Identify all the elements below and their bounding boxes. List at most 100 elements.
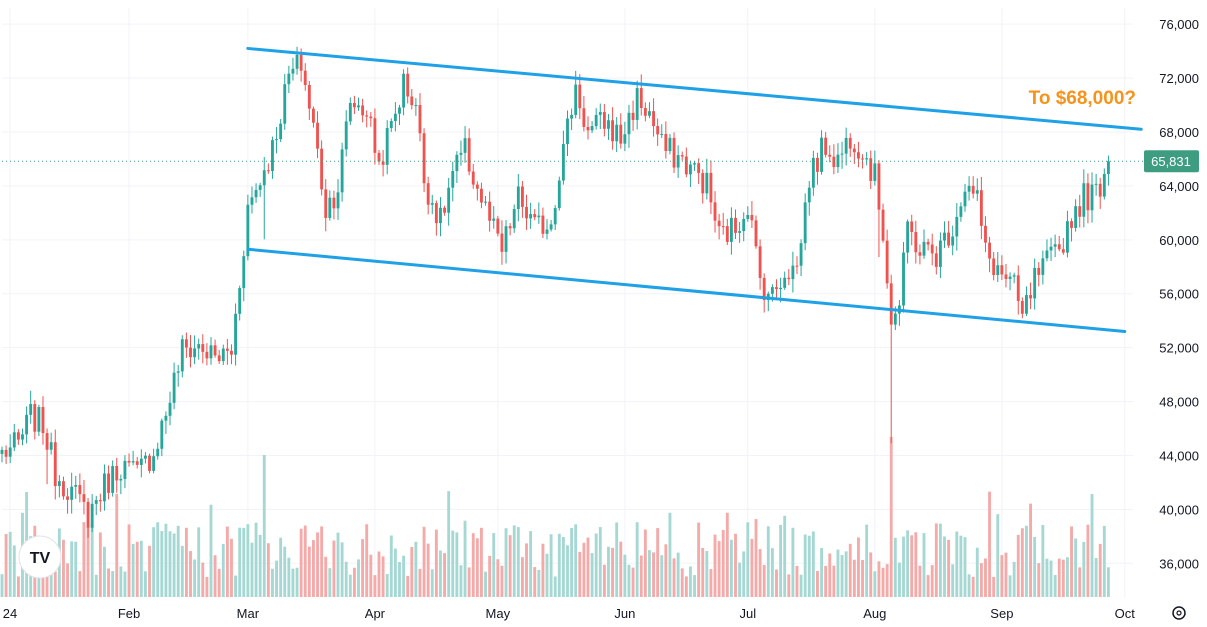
volume-bar — [377, 551, 381, 597]
candle-body — [672, 137, 676, 168]
candle-body — [938, 240, 942, 267]
candle-body — [697, 163, 701, 174]
candle-body — [734, 217, 737, 233]
volume-bar — [324, 556, 328, 597]
volume-bar — [1102, 525, 1106, 597]
volume-bar — [570, 528, 574, 597]
volume-bar — [131, 543, 135, 597]
volume-bar — [684, 576, 688, 597]
candle-body — [922, 241, 926, 256]
volume-bar — [1049, 560, 1053, 597]
candle-body — [1029, 295, 1032, 299]
volume-bar — [693, 575, 696, 597]
gear-icon[interactable] — [1172, 606, 1186, 620]
tradingview-logo-icon[interactable]: TV — [18, 535, 62, 579]
candle-body — [1004, 274, 1008, 279]
candle-body — [139, 458, 143, 465]
volume-bar — [652, 552, 655, 597]
candle-body — [365, 115, 369, 117]
candle-body — [549, 224, 553, 230]
candle-body — [639, 88, 643, 108]
candle-body — [328, 197, 332, 218]
volume-bar — [320, 526, 324, 597]
candle-body — [234, 313, 238, 355]
volume-bar — [0, 574, 4, 597]
candle-body — [844, 137, 848, 154]
volume-bar — [234, 575, 238, 597]
y-axis[interactable]: 76,000 72,000 68,000 64,000 60,000 56,000 52,0… — [1159, 17, 1199, 571]
candle-body — [664, 134, 668, 152]
volume-bar — [1025, 525, 1028, 597]
candle-body — [98, 500, 102, 502]
candle-body — [160, 420, 164, 449]
candle-body — [459, 152, 463, 155]
channel-lines[interactable] — [246, 46, 1143, 333]
volume-bar — [734, 533, 737, 597]
volume-bar — [885, 564, 889, 597]
candle-body — [143, 455, 147, 459]
y-tick-label: 60,000 — [1159, 233, 1199, 248]
volume-bar — [881, 567, 885, 597]
volume-bar — [16, 576, 20, 597]
candle-body — [992, 258, 996, 276]
volume-bar — [467, 567, 471, 597]
candle-body — [996, 265, 1000, 276]
x-axis[interactable]: 24 Feb Mar Apr May Jun Jul Aug Sep Oct — [3, 606, 1136, 621]
candle-body — [824, 137, 828, 155]
candle-body — [480, 188, 483, 203]
candle-body — [16, 432, 20, 440]
candle-body — [221, 348, 225, 362]
channel-upper-line[interactable] — [246, 46, 1143, 131]
candle-body — [861, 158, 864, 160]
volume-bar — [635, 522, 639, 597]
candle-body — [623, 134, 627, 144]
volume-bar — [344, 561, 348, 597]
candle-body — [1012, 275, 1016, 277]
channel-lower-line[interactable] — [246, 247, 1127, 333]
volume-bar — [352, 567, 356, 597]
volume-bar — [902, 536, 905, 597]
candle-body — [1078, 206, 1082, 217]
candle-body — [619, 124, 623, 144]
candle-body — [746, 215, 750, 219]
volume-bar — [197, 527, 201, 597]
volume-bar — [1020, 528, 1024, 597]
volume-bar — [832, 565, 836, 597]
volume-bar — [451, 530, 455, 597]
volume-bar — [668, 512, 672, 597]
volume-bar — [803, 534, 807, 597]
candle-body — [291, 68, 295, 74]
candle-body — [701, 173, 705, 194]
candle-body — [947, 232, 951, 246]
candle-body — [131, 461, 135, 463]
volume-bar — [365, 524, 369, 597]
volume-bar — [430, 569, 434, 597]
candle-body — [66, 496, 69, 500]
volume-bar — [627, 564, 631, 597]
volume-bar — [561, 537, 565, 597]
volume-bar — [787, 574, 791, 597]
candle-body — [344, 121, 348, 150]
candle-body — [877, 163, 881, 210]
candle-body — [357, 105, 360, 108]
candle-body — [180, 339, 184, 372]
candle-body — [184, 339, 188, 348]
volume-bar — [475, 538, 479, 597]
volume-bar — [709, 569, 713, 597]
volume-bar — [246, 524, 250, 597]
candle-body — [586, 126, 590, 131]
candle-body — [508, 226, 512, 229]
x-tick-label: Jul — [739, 606, 756, 621]
volume-bar — [74, 541, 78, 597]
y-tick-label: 48,000 — [1159, 395, 1199, 410]
volume-bar — [369, 554, 373, 597]
volume-bar — [676, 552, 680, 597]
candle-body — [434, 203, 438, 224]
candle-body — [463, 138, 467, 153]
volume-bar — [180, 545, 184, 597]
volume-bar — [303, 525, 307, 597]
candle-body — [754, 220, 758, 247]
candle-body — [82, 494, 86, 502]
